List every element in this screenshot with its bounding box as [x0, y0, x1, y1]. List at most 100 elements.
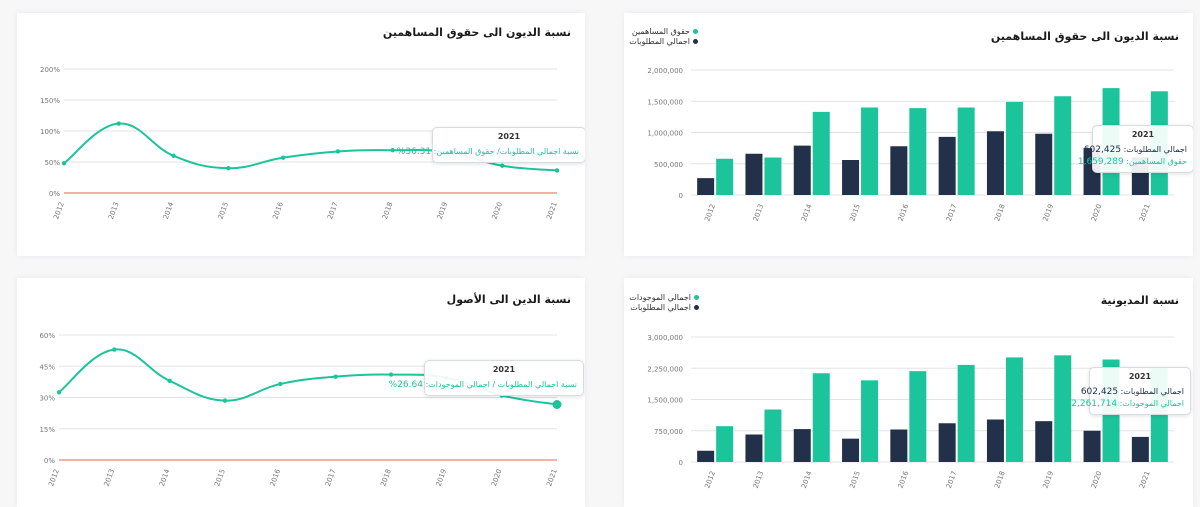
x-tick-label: 2021 [1138, 203, 1152, 222]
bar [909, 371, 927, 462]
x-tick-label: 2019 [1042, 203, 1056, 222]
bar [1054, 96, 1072, 195]
y-tick-label: 60% [39, 332, 55, 340]
x-tick-label: 2015 [217, 201, 231, 220]
chart-tooltip: 2021 اجمالي المطلوبات: 602,425 حقوق المس… [1078, 125, 1193, 173]
x-tick-label: 2020 [1090, 203, 1104, 222]
x-tick-label: 2017 [324, 468, 338, 487]
bar [957, 107, 975, 195]
legend-dot [693, 28, 698, 34]
bar [909, 108, 927, 195]
data-point [554, 168, 560, 173]
card-title: نسبة الدين الى الأصول [446, 293, 571, 306]
chart-tooltip: 2021 اجمالي المطلوبات: 602,425 اجمالي ال… [1071, 367, 1191, 415]
chart-legend: اجمالي الموجودات اجمالي المطلوبات [629, 292, 699, 312]
bar [890, 429, 908, 462]
x-tick-label: 2018 [993, 203, 1007, 222]
bar [1035, 133, 1053, 195]
legend-dot [694, 294, 699, 300]
bar [1054, 355, 1072, 462]
bar [745, 153, 763, 195]
bar [1083, 430, 1101, 462]
y-tick-label: 0 [679, 192, 683, 200]
y-tick-label: 45% [39, 363, 55, 371]
x-tick-label: 2014 [800, 469, 814, 489]
x-tick-label: 2013 [752, 203, 766, 222]
debt-equity-bar-card: نسبة الديون الى حقوق المساهمين حقوق المس… [624, 13, 1193, 256]
x-tick-label: 2012 [52, 201, 66, 220]
bar [697, 178, 715, 195]
data-point [112, 347, 117, 352]
x-tick-label: 2021 [545, 468, 559, 487]
legend-dot [694, 304, 699, 310]
data-point [500, 163, 505, 168]
x-tick-label: 2016 [271, 200, 285, 220]
legend-label: اجمالي المطلوبات [630, 302, 691, 312]
x-tick-label: 2018 [379, 468, 393, 487]
bar [861, 107, 879, 195]
chart-tooltip: 2021 نسبة اجمالي المطلوبات / اجمالي المو… [389, 360, 584, 396]
bar [842, 160, 860, 195]
data-point [222, 398, 228, 403]
tooltip-year: 2021 [497, 132, 521, 141]
x-tick-label: 2018 [993, 470, 1007, 489]
y-tick-label: 15% [39, 426, 55, 434]
bar [697, 450, 715, 462]
y-tick-label: 750,000 [654, 428, 683, 436]
bar [716, 158, 734, 195]
legend-dot [693, 38, 698, 44]
legend-item[interactable]: اجمالي الموجودات [629, 292, 699, 302]
data-point [552, 400, 562, 409]
tooltip-label: اجمالي المطلوبات: [1123, 145, 1187, 154]
x-tick-label: 2013 [103, 468, 117, 487]
x-tick-label: 2012 [703, 203, 717, 222]
tooltip-label: حقوق المساهمين: [1126, 157, 1187, 166]
data-point [388, 372, 394, 377]
data-point [226, 166, 231, 171]
card-title: نسبة الديون الى حقوق المساهمين [382, 26, 571, 39]
legend-item[interactable]: حقوق المساهمين [629, 26, 698, 36]
tooltip-value: 26.64% [388, 380, 423, 390]
bar [716, 426, 734, 462]
bar [938, 136, 956, 195]
y-tick-label: 30% [39, 395, 55, 403]
debt-assets-line-card: نسبة الدين الى الأصول 0% 15% 30% 45% 60% 2012… [17, 278, 585, 507]
indebtedness-bar-chart: 0 750,000 1,500,000 2,250,000 3,000,000 2012 2… [647, 334, 1174, 489]
y-tick-label: 50% [44, 159, 60, 167]
bar [1131, 436, 1149, 462]
y-tick-label: 1,500,000 [647, 98, 683, 106]
bar [1005, 357, 1023, 462]
x-tick-label: 2020 [490, 468, 504, 487]
tooltip-label: اجمالي المطلوبات: [1120, 387, 1184, 396]
x-tick-label: 2018 [381, 201, 395, 220]
debt-equity-line-card: نسبة الديون الى حقوق المساهمين 0% 50% 100%… [17, 13, 585, 256]
x-tick-label: 2014 [162, 200, 176, 220]
legend-item[interactable]: اجمالي المطلوبات [629, 302, 699, 312]
legend-item[interactable]: اجمالي المطلوبات [629, 36, 698, 46]
x-tick-label: 2017 [326, 201, 340, 220]
data-point [333, 374, 338, 379]
tooltip-value: 602,425 [1080, 387, 1119, 397]
data-point [61, 161, 67, 166]
x-tick-label: 2013 [107, 201, 121, 220]
x-tick-label: 2016 [897, 469, 911, 489]
y-tick-label: 2,000,000 [647, 67, 683, 75]
x-tick-label: 2012 [703, 470, 717, 489]
tooltip-value: 1,659,289 [1077, 157, 1124, 167]
bar [1005, 101, 1023, 195]
data-point [167, 378, 172, 384]
x-tick-label: 2020 [490, 201, 504, 220]
tooltip-value: 36.31% [396, 147, 432, 157]
data-point [335, 149, 341, 154]
x-tick-label: 2021 [1138, 470, 1152, 489]
data-point [280, 155, 286, 160]
tooltip-label: نسبة اجمالي المطلوبات/ حقوق المساهمين: [433, 147, 579, 156]
chart-legend: حقوق المساهمين اجمالي المطلوبات [629, 26, 698, 46]
legend-label: اجمالي المطلوبات [629, 36, 690, 46]
y-tick-label: 0% [49, 190, 60, 198]
tooltip-value: 602,425 [1083, 145, 1122, 155]
y-tick-label: 0% [44, 457, 55, 465]
bar [938, 423, 956, 462]
bar [957, 364, 975, 462]
x-tick-label: 2015 [848, 470, 862, 489]
